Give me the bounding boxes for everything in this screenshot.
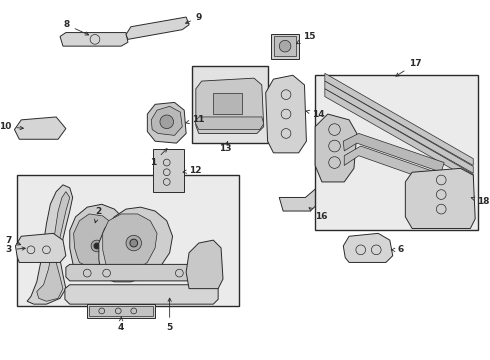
Bar bbox=[89, 306, 153, 316]
Polygon shape bbox=[151, 106, 182, 135]
Polygon shape bbox=[74, 214, 116, 267]
Text: 2: 2 bbox=[95, 207, 102, 223]
Text: 17: 17 bbox=[396, 59, 422, 76]
Polygon shape bbox=[66, 264, 218, 281]
Bar bbox=[271, 33, 298, 59]
Circle shape bbox=[160, 115, 173, 129]
Polygon shape bbox=[405, 168, 475, 229]
Polygon shape bbox=[344, 146, 444, 185]
Polygon shape bbox=[37, 192, 70, 301]
Polygon shape bbox=[279, 175, 338, 211]
Bar bbox=[274, 36, 296, 56]
Circle shape bbox=[126, 235, 142, 251]
Bar bbox=[153, 149, 184, 192]
Polygon shape bbox=[315, 114, 357, 182]
Polygon shape bbox=[147, 102, 186, 143]
Text: 8: 8 bbox=[64, 20, 89, 35]
Text: 6: 6 bbox=[392, 245, 404, 254]
Text: 12: 12 bbox=[183, 166, 201, 175]
Polygon shape bbox=[27, 185, 73, 304]
Bar bbox=[315, 75, 478, 230]
Text: 15: 15 bbox=[296, 32, 315, 44]
Polygon shape bbox=[195, 117, 264, 130]
Bar bbox=[87, 304, 155, 318]
Text: 4: 4 bbox=[118, 317, 124, 332]
Polygon shape bbox=[15, 117, 66, 139]
Text: 14: 14 bbox=[306, 109, 325, 118]
Polygon shape bbox=[325, 81, 473, 173]
Polygon shape bbox=[99, 207, 172, 282]
Polygon shape bbox=[126, 17, 189, 39]
Text: 13: 13 bbox=[219, 141, 231, 153]
Circle shape bbox=[94, 243, 100, 249]
Polygon shape bbox=[196, 78, 264, 134]
Polygon shape bbox=[325, 73, 473, 166]
Circle shape bbox=[279, 40, 291, 52]
Polygon shape bbox=[15, 233, 66, 262]
Circle shape bbox=[130, 239, 138, 247]
Text: 5: 5 bbox=[167, 298, 173, 332]
Polygon shape bbox=[70, 204, 128, 279]
Text: 7: 7 bbox=[5, 236, 21, 245]
Polygon shape bbox=[266, 75, 306, 153]
Polygon shape bbox=[343, 233, 393, 262]
Text: 1: 1 bbox=[150, 149, 167, 167]
Polygon shape bbox=[65, 285, 218, 304]
Text: 16: 16 bbox=[309, 208, 328, 221]
Text: 11: 11 bbox=[186, 115, 204, 124]
Bar bbox=[213, 93, 243, 114]
Text: 9: 9 bbox=[186, 13, 202, 23]
Text: 10: 10 bbox=[0, 122, 24, 131]
Circle shape bbox=[91, 240, 103, 252]
Text: 18: 18 bbox=[471, 197, 490, 206]
Bar bbox=[17, 175, 239, 306]
Polygon shape bbox=[186, 240, 223, 289]
Polygon shape bbox=[325, 89, 473, 181]
Bar bbox=[192, 66, 268, 143]
Polygon shape bbox=[343, 134, 444, 172]
Text: 3: 3 bbox=[5, 245, 25, 254]
Polygon shape bbox=[60, 32, 128, 46]
Polygon shape bbox=[103, 214, 157, 272]
